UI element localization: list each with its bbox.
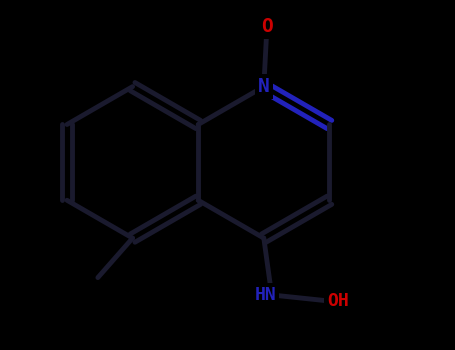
- Text: O: O: [261, 17, 273, 36]
- Text: HN: HN: [254, 286, 276, 304]
- Text: OH: OH: [327, 292, 349, 310]
- Text: N: N: [258, 77, 270, 96]
